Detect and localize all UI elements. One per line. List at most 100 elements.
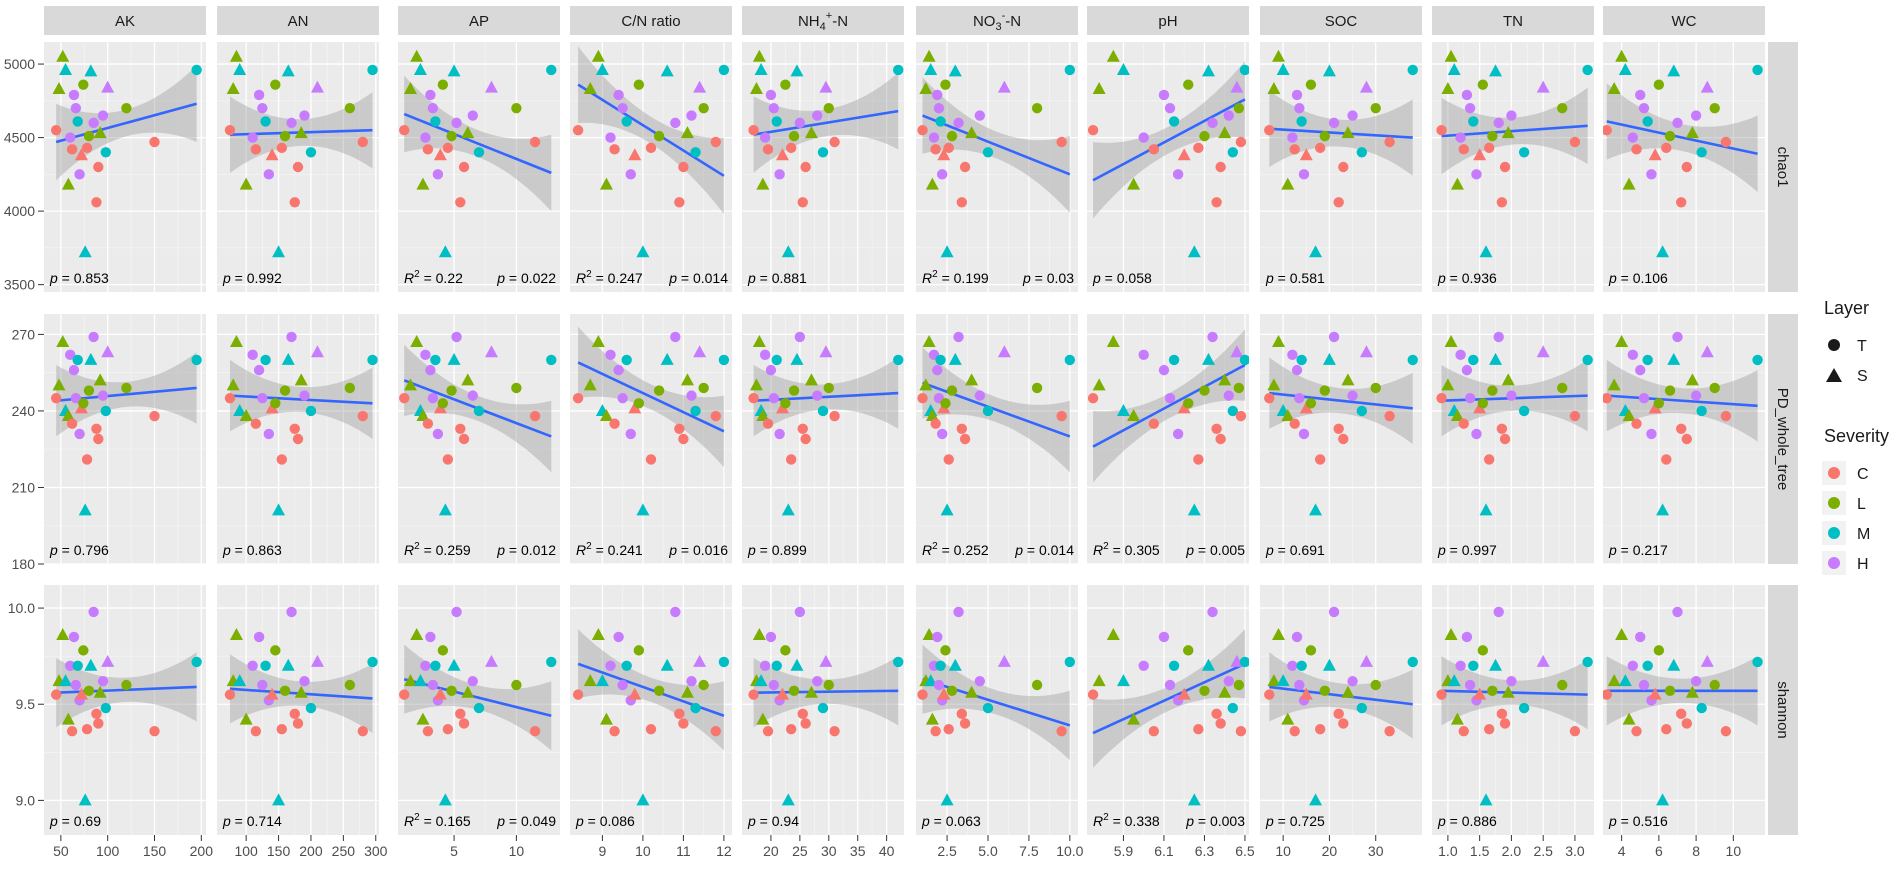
data-point-circle: [511, 382, 522, 394]
panel-background: [1087, 585, 1249, 835]
data-point-circle: [613, 631, 624, 643]
data-point-triangle: [1187, 503, 1201, 516]
data-point-circle: [1720, 136, 1732, 148]
data-point-circle: [1168, 116, 1180, 127]
data-point-circle: [430, 116, 441, 127]
data-point-circle: [678, 718, 689, 729]
r2-superscript: 2: [586, 269, 592, 280]
data-point-circle: [785, 142, 797, 154]
column-strip: [742, 6, 904, 35]
row-strip-label: chao1: [1774, 147, 1791, 188]
x-tick-label: 5.9: [1114, 843, 1134, 859]
regression-line: [1092, 662, 1246, 735]
data-point-circle: [1199, 385, 1210, 396]
data-point-circle: [930, 418, 941, 429]
data-point-triangle: [925, 712, 939, 725]
data-point-circle: [149, 410, 160, 422]
data-point-triangle: [1489, 64, 1503, 77]
data-point-circle: [1436, 689, 1447, 700]
data-point-circle: [1319, 385, 1331, 396]
data-point-triangle: [1479, 245, 1493, 258]
data-point-circle: [1233, 679, 1245, 691]
panel-content: [1087, 49, 1249, 258]
data-point-circle: [674, 197, 685, 208]
data-point-circle: [935, 116, 946, 127]
legend-severity-label: M: [1857, 526, 1870, 543]
data-point-circle: [442, 454, 454, 465]
r2-value: = 0.199: [938, 270, 989, 286]
data-point-circle: [800, 433, 811, 445]
data-point-triangle: [1092, 378, 1106, 391]
data-point-circle: [1215, 433, 1226, 445]
regression-line: [55, 102, 197, 144]
data-point-circle: [473, 147, 485, 158]
data-point-triangle: [1501, 126, 1515, 139]
data-point-circle: [100, 147, 112, 158]
p-value: = 0.69: [58, 813, 101, 829]
data-point-triangle: [265, 687, 279, 700]
data-point-triangle: [752, 335, 766, 348]
data-point-triangle: [591, 335, 605, 348]
p-value-annotation: p = 0.796: [49, 542, 109, 558]
data-point-triangle: [997, 80, 1011, 93]
data-point-circle: [1487, 385, 1498, 396]
data-point-triangle: [924, 62, 938, 75]
data-point-circle: [1661, 724, 1672, 735]
panel-content: [1264, 606, 1418, 806]
panel-content: [50, 331, 202, 516]
data-point-triangle: [1281, 409, 1295, 422]
panel-content: [50, 49, 202, 258]
data-point-circle: [698, 382, 709, 394]
r2-symbol: R: [922, 270, 932, 286]
data-point-circle: [68, 89, 80, 101]
data-point-triangle: [660, 658, 674, 671]
data-point-triangle: [1281, 712, 1295, 725]
regression-line: [1606, 120, 1758, 156]
data-point-circle: [88, 117, 99, 129]
x-tick-label: 1.5: [1470, 843, 1490, 859]
p-value: = 0.94: [756, 813, 799, 829]
column-strip: [398, 6, 560, 35]
data-point-circle: [81, 142, 93, 154]
panel-content: [748, 331, 904, 516]
data-point-circle: [930, 725, 941, 737]
p-value-annotation: p = 0.863: [222, 542, 282, 558]
data-point-circle: [467, 110, 478, 121]
data-point-circle: [88, 606, 99, 618]
data-point-circle: [917, 689, 928, 700]
panel-content: [572, 326, 730, 516]
p-value: = 0.022: [505, 270, 556, 286]
data-point-circle: [1627, 349, 1638, 361]
data-point-triangle: [447, 64, 461, 77]
column-strip: [570, 6, 732, 35]
panel-content: [1264, 331, 1418, 516]
data-point-circle: [1631, 418, 1642, 429]
x-tick-label: 5: [450, 843, 458, 859]
data-point-triangle: [1272, 335, 1286, 348]
data-point-circle: [698, 102, 709, 114]
data-point-triangle: [660, 352, 674, 365]
data-point-circle: [289, 708, 300, 720]
data-point-circle: [367, 354, 378, 366]
p-symbol: p: [496, 270, 505, 286]
data-point-circle: [794, 331, 806, 343]
r2-value: = 0.259: [420, 542, 471, 558]
data-point-circle: [50, 392, 62, 404]
data-point-circle: [1294, 102, 1305, 114]
data-point-circle: [982, 702, 994, 714]
data-point-circle: [1518, 405, 1530, 417]
x-tick-label: 150: [267, 843, 291, 859]
data-point-circle: [1468, 116, 1479, 127]
p-value: = 0.03: [1031, 270, 1074, 286]
r2-value: = 0.241: [592, 542, 643, 558]
data-point-circle: [953, 331, 964, 343]
data-point-circle: [1294, 679, 1305, 691]
data-point-circle: [943, 724, 954, 735]
data-point-circle: [1455, 660, 1466, 671]
data-point-triangle: [56, 335, 70, 348]
data-point-circle: [1287, 349, 1298, 361]
data-point-circle: [74, 169, 85, 180]
data-point-circle: [1148, 144, 1160, 155]
data-point-triangle: [595, 674, 609, 687]
data-point-circle: [1056, 136, 1067, 148]
